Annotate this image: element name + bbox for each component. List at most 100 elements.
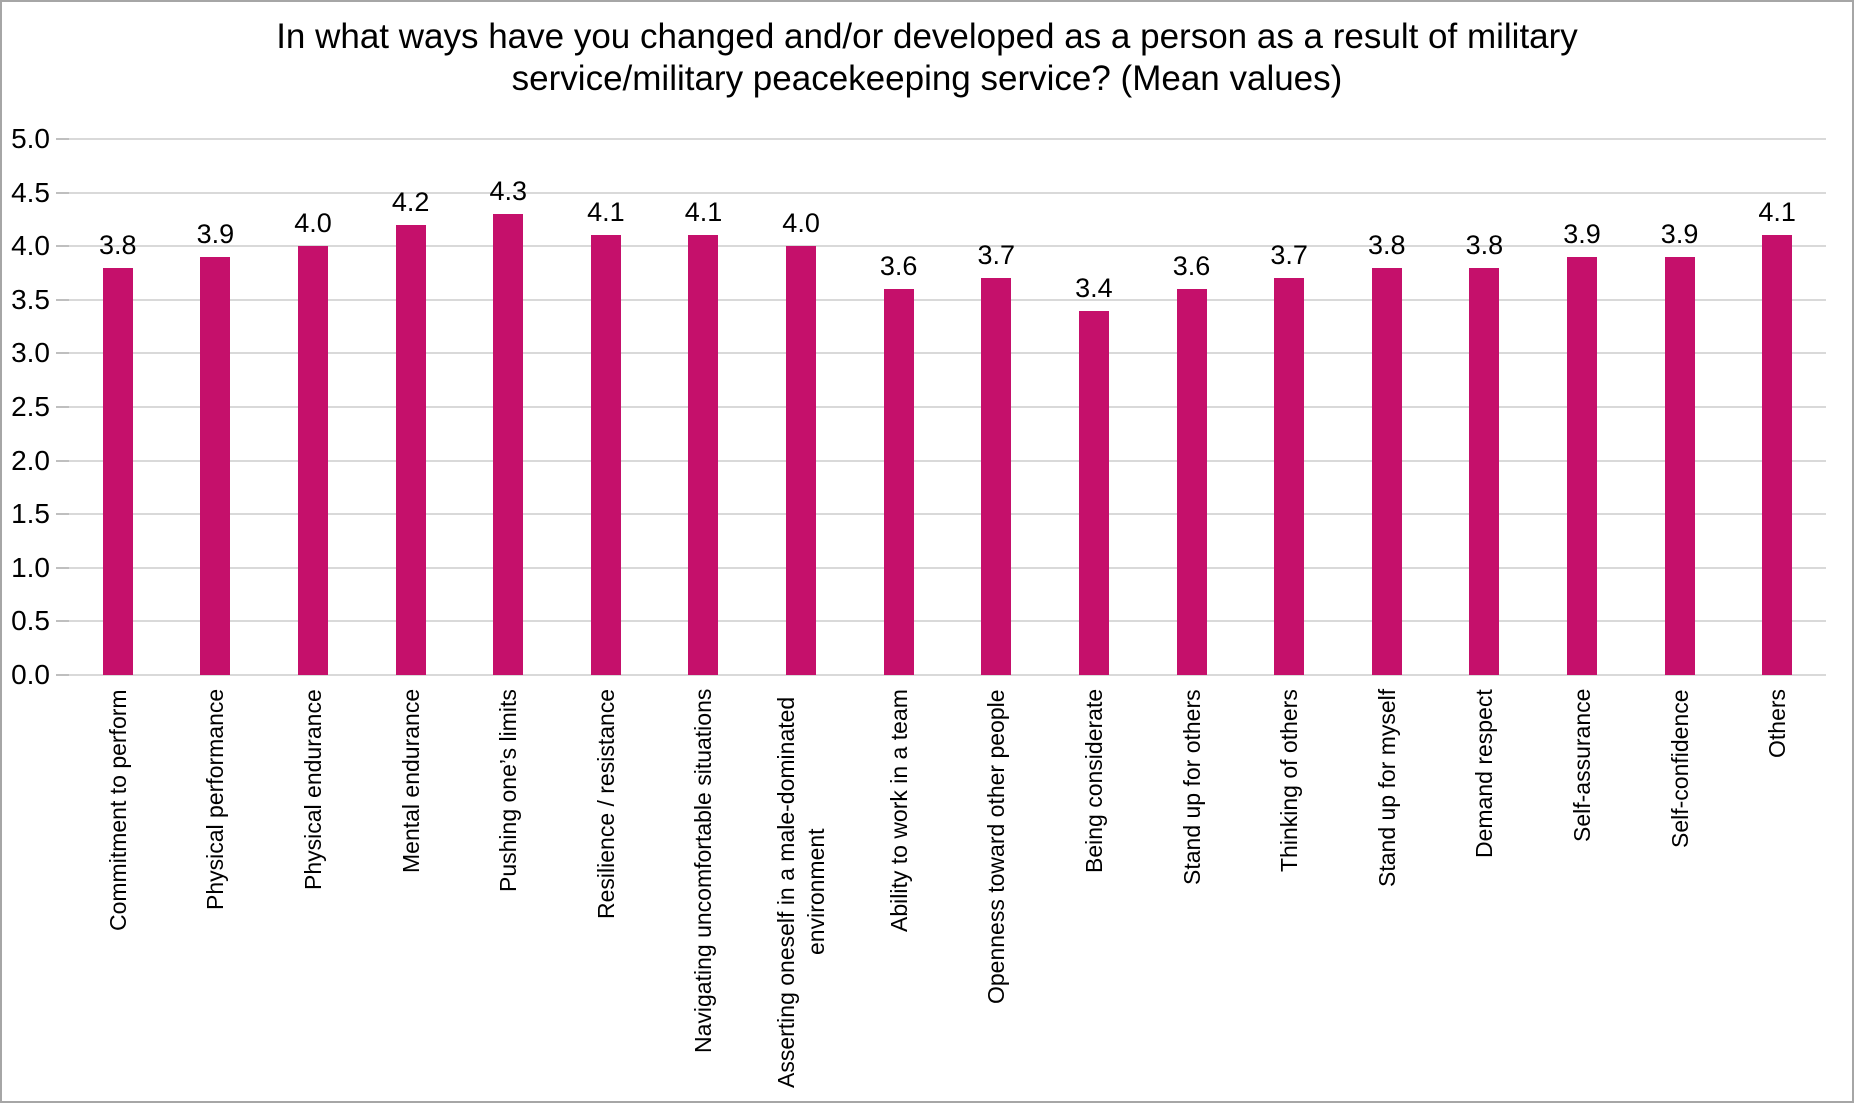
y-axis-tick [56,138,69,140]
x-axis-label: Pushing one’s limits [495,689,522,892]
chart-title: In what ways have you changed and/or dev… [2,16,1852,100]
bar-value-label: 3.7 [1270,240,1308,271]
y-axis-label: 4.0 [11,230,50,262]
y-axis-tick [56,191,69,194]
gridline [69,298,1826,301]
x-axis-label: Asserting oneself in a male-dominated en… [773,696,830,1088]
gridline [69,674,1826,676]
x-axis-label-cell: Being considerate [1045,689,1143,1095]
x-axis-label-cell: Commitment to perform [69,689,167,1095]
bar [981,278,1012,675]
x-axis-label: Openness toward other people [983,689,1010,1004]
y-axis-label: 5.0 [11,123,50,154]
x-axis-label-cell: Physical performance [167,689,265,1095]
bar-value-label: 3.8 [1465,229,1504,260]
chart-title-line2: service/military peacekeeping service? (… [511,59,1343,98]
bar-value-label: 3.4 [1075,272,1113,303]
y-axis-tick [56,352,69,355]
x-axis-label: Demand respect [1471,689,1498,858]
y-axis-label: 0.5 [11,605,50,637]
bar [102,267,133,675]
y-axis-tick [56,674,69,676]
bar-value-label: 4.0 [782,208,820,239]
x-axis-label: Thinking of others [1276,689,1303,872]
x-axis-label-cell: Self-confidence [1631,689,1729,1095]
x-axis-label: Self-confidence [1666,689,1693,848]
gridline [69,566,1826,569]
bar [786,246,817,675]
bar-value-label: 3.8 [1367,229,1406,260]
x-axis-label-cell: Others [1728,689,1826,1095]
bar [688,235,719,675]
bar-value-label: 4.1 [684,197,723,228]
bar-value-label: 3.8 [99,229,137,260]
x-axis-label-cell: Navigating uncomfortable situations [655,689,753,1095]
y-axis-label: 3.5 [11,283,50,315]
x-axis-label: Being considerate [1080,689,1107,874]
bar [883,289,914,675]
y-axis-tick [56,620,69,623]
x-axis-label-cell: Stand up for others [1143,689,1241,1095]
y-axis-label: 3.0 [11,337,50,369]
bar [1566,256,1597,675]
x-axis-label: Physical endurance [300,689,327,890]
bar [590,235,621,675]
x-axis-label-cell: Asserting oneself in a male-dominated en… [752,689,850,1095]
gridline [69,352,1826,355]
bar-value-label: 3.9 [1660,218,1699,249]
x-axis-label: Self-assurance [1568,689,1595,843]
y-axis-tick [56,459,69,462]
y-axis-label: 4.5 [11,176,50,208]
x-axis-label: Stand up for others [1178,689,1205,885]
bar [1469,267,1500,675]
x-axis-label-cell: Openness toward other people [948,689,1046,1095]
bar [200,256,231,675]
gridline [69,245,1826,248]
gridline [69,138,1826,140]
x-axis-label-cell: Pushing one’s limits [459,689,557,1095]
bar [493,214,524,675]
y-axis-tick [56,566,69,569]
x-axis-label-cell: Mental endurance [362,689,460,1095]
gridline [69,620,1826,623]
bar [395,224,426,675]
x-axis-label: Resilience / resistance [592,689,619,920]
gridline [69,191,1826,194]
gridline [69,513,1826,516]
y-axis-label: 1.5 [11,498,50,530]
x-axis-label: Ability to work in a team [885,689,912,932]
bar [1176,289,1207,675]
bar-value-label: 3.6 [1172,251,1211,282]
y-axis-label: 0.0 [11,659,50,690]
y-axis-tick [56,406,69,408]
bar-value-label: 4.0 [294,208,332,239]
bar [1274,278,1305,675]
x-axis-label-cell: Stand up for myself [1338,689,1436,1095]
bar-value-label: 4.1 [587,197,625,228]
bar-value-label: 3.9 [196,218,235,249]
x-axis-label: Navigating uncomfortable situations [690,689,717,1054]
y-axis-tick [56,513,69,516]
x-axis-label: Others [1764,689,1791,759]
x-axis-label-cell: Resilience / resistance [557,689,655,1095]
bar-value-label: 3.7 [977,240,1016,271]
y-axis-label: 2.5 [11,391,50,422]
y-axis-label: 2.0 [11,444,50,476]
x-axis-label-cell: Self-assurance [1533,689,1631,1095]
x-axis-label-cell: Physical endurance [264,689,362,1095]
x-axis-label: Stand up for myself [1373,689,1400,888]
y-axis-label: 1.0 [11,551,50,583]
bar-value-label: 4.2 [391,186,430,217]
bar [1371,267,1402,675]
bar [1078,310,1109,675]
bar [298,246,329,675]
x-axis-label: Mental endurance [397,689,424,874]
bar-value-label: 3.9 [1563,218,1601,249]
y-axis-tick [56,298,69,301]
bar [1664,256,1695,675]
bar-value-label: 4.3 [489,176,528,207]
chart-title-line1: In what ways have you changed and/or dev… [276,17,1578,56]
bar-value-label: 4.1 [1758,197,1796,228]
bar [1762,235,1793,675]
